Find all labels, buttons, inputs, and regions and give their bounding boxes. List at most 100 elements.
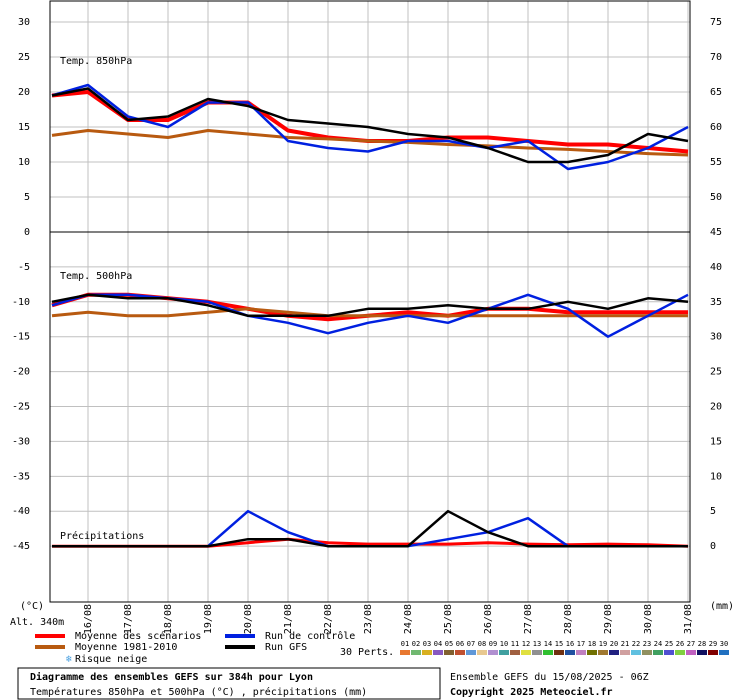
x-tick-label: 29/08	[603, 604, 614, 634]
x-tick-label: 26/08	[483, 604, 494, 634]
y-tick-label: -40	[12, 506, 30, 517]
x-tick-label: 19/08	[203, 604, 214, 634]
y2-tick-label: 5	[710, 506, 716, 517]
series-line	[51, 83, 689, 171]
panel-label: Temp. 500hPa	[60, 271, 132, 282]
y2-tick-label: 55	[710, 157, 722, 168]
left-unit: (°C)	[20, 601, 44, 612]
pert-swatch	[642, 650, 652, 655]
y-tick-label: 5	[24, 192, 30, 203]
pert-number: 16	[566, 640, 574, 648]
y-tick-label: -10	[12, 297, 30, 308]
right-unit: (mm)	[710, 601, 734, 612]
pert-swatch	[686, 650, 696, 655]
plot-area	[50, 0, 690, 602]
pert-swatch	[609, 650, 619, 655]
y2-tick-label: 0	[710, 541, 716, 552]
pert-number: 20	[610, 640, 618, 648]
pert-swatch	[488, 650, 498, 655]
y2-tick-label: 35	[710, 297, 722, 308]
pert-swatch	[576, 650, 586, 655]
pert-swatch	[532, 650, 542, 655]
pert-swatch	[400, 650, 410, 655]
y2-tick-label: 20	[710, 402, 722, 413]
y2-tick-label: 45	[710, 227, 722, 238]
pert-swatch	[598, 650, 608, 655]
y2-tick-label: 25	[710, 367, 722, 378]
y2-tick-label: 50	[710, 192, 722, 203]
y2-tick-label: 60	[710, 122, 722, 133]
pert-number: 28	[698, 640, 706, 648]
pert-number: 24	[654, 640, 662, 648]
series-line	[52, 509, 688, 548]
x-tick-label: 17/08	[123, 604, 134, 634]
pert-number: 05	[445, 640, 453, 648]
pert-swatch	[587, 650, 597, 655]
panel-border	[49, 231, 691, 603]
y2-tick-label: 40	[710, 262, 722, 273]
pert-number: 29	[709, 640, 717, 648]
x-tick-label: 23/08	[363, 604, 374, 634]
x-tick-label: 31/08	[683, 604, 694, 634]
pert-swatch	[631, 650, 641, 655]
series-line	[51, 129, 689, 157]
subtitle: Températures 850hPa et 500hPa (°C) , pré…	[30, 686, 367, 698]
pert-number: 25	[665, 640, 673, 648]
series-line	[51, 87, 689, 164]
pert-swatch	[565, 650, 575, 655]
x-tick-label: 22/08	[323, 604, 334, 634]
legend-label: Moyenne 1981-2010	[75, 642, 177, 653]
x-tick-label: 21/08	[283, 604, 294, 634]
pert-number: 06	[456, 640, 464, 648]
x-tick-label: 28/08	[563, 604, 574, 634]
pert-swatch	[653, 650, 663, 655]
pert-number: 27	[687, 640, 695, 648]
pert-swatch	[510, 650, 520, 655]
pert-swatch	[708, 650, 718, 655]
y-tick-label: -35	[12, 471, 30, 482]
pert-number: 13	[533, 640, 541, 648]
series-line	[51, 293, 689, 318]
pert-number: 04	[434, 640, 442, 648]
pert-number: 19	[599, 640, 607, 648]
pert-swatch	[444, 650, 454, 655]
pert-number: 01	[401, 640, 409, 648]
pert-swatch	[554, 650, 564, 655]
panel-label: Précipitations	[60, 530, 144, 542]
y-tick-label: 30	[18, 17, 30, 28]
panel-label: Temp. 850hPa	[60, 56, 132, 67]
title: Diagramme des ensembles GEFS sur 384h po…	[30, 671, 313, 683]
title-box	[17, 667, 441, 700]
pert-number: 10	[500, 640, 508, 648]
y2-tick-label: 65	[710, 87, 722, 98]
pert-swatch	[433, 650, 443, 655]
pert-number: 23	[643, 640, 651, 648]
pert-number: 18	[588, 640, 596, 648]
pert-swatch	[455, 650, 465, 655]
y-tick-label: -25	[12, 402, 30, 413]
y2-tick-label: 70	[710, 52, 722, 63]
y-tick-label: -20	[12, 367, 30, 378]
y-tick-label: -30	[12, 436, 30, 447]
pert-number: 30	[720, 640, 728, 648]
y2-tick-label: 15	[710, 436, 722, 447]
pert-swatch	[499, 650, 509, 655]
pert-swatch	[477, 650, 487, 655]
y2-tick-label: 10	[710, 471, 722, 482]
copyright: Copyright 2025 Meteociel.fr	[450, 686, 613, 698]
legend-label: Run GFS	[265, 642, 307, 653]
y-tick-label: 15	[18, 122, 30, 133]
pert-number: 14	[544, 640, 552, 648]
x-tick-label: 18/08	[163, 604, 174, 634]
pert-swatch	[675, 650, 685, 655]
pert-swatch	[521, 650, 531, 655]
y2-tick-label: 30	[710, 332, 722, 343]
pert-number: 26	[676, 640, 684, 648]
pert-number: 03	[423, 640, 431, 648]
pert-swatch	[664, 650, 674, 655]
perts-label: 30 Perts.	[340, 647, 394, 658]
pert-swatch	[543, 650, 553, 655]
y2-tick-label: 75	[710, 17, 722, 28]
snow-label: Risque neige	[75, 654, 147, 665]
